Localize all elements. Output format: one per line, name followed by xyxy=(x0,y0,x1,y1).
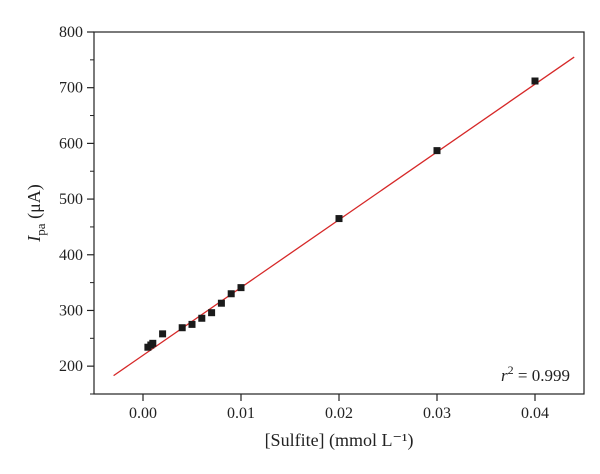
y-axis-title: Ipa (μA) xyxy=(24,184,48,242)
data-point xyxy=(433,147,441,155)
data-points xyxy=(144,77,539,351)
y-tick-label: 500 xyxy=(59,191,83,208)
data-point xyxy=(227,290,235,298)
data-point xyxy=(531,77,539,85)
y-axis-title-rest: (μA) xyxy=(24,184,45,223)
y-tick-label: 300 xyxy=(59,302,83,319)
x-axis-title: [Sulfite] (mmol L⁻¹) xyxy=(265,430,414,451)
x-tick-label: 0.03 xyxy=(423,405,451,422)
data-point xyxy=(188,320,196,328)
x-tick-label: 0.02 xyxy=(325,405,353,422)
annotation-base: r xyxy=(501,366,508,385)
x-tick-labels: 0.00 0.01 0.02 0.03 0.04 xyxy=(129,405,549,422)
y-tick-labels: 200 300 400 500 600 700 800 xyxy=(59,24,83,375)
y-tick-label: 400 xyxy=(59,247,83,264)
data-point xyxy=(198,314,206,322)
data-point xyxy=(178,324,186,332)
y-axis-title-main: I xyxy=(24,235,44,243)
data-point xyxy=(217,299,225,307)
x-tick-label: 0.04 xyxy=(521,405,549,422)
y-axis-title-sub: pa xyxy=(33,223,48,236)
y-tick-label: 800 xyxy=(59,24,83,41)
x-tick-label: 0.01 xyxy=(227,405,255,422)
annotation-rest: = 0.999 xyxy=(514,366,570,385)
annotation-sup: 2 xyxy=(508,363,514,377)
data-point xyxy=(149,339,157,347)
ticks xyxy=(87,31,536,401)
data-point xyxy=(159,330,167,338)
data-point xyxy=(237,284,245,292)
x-tick-label: 0.00 xyxy=(129,405,157,422)
data-point xyxy=(335,215,343,223)
plot-frame xyxy=(93,31,585,395)
y-tick-label: 700 xyxy=(59,80,83,97)
y-tick-label: 600 xyxy=(59,135,83,152)
y-tick-label: 200 xyxy=(59,358,83,375)
data-point xyxy=(208,309,216,317)
r-squared-annotation: r2 = 0.999 xyxy=(501,363,570,385)
